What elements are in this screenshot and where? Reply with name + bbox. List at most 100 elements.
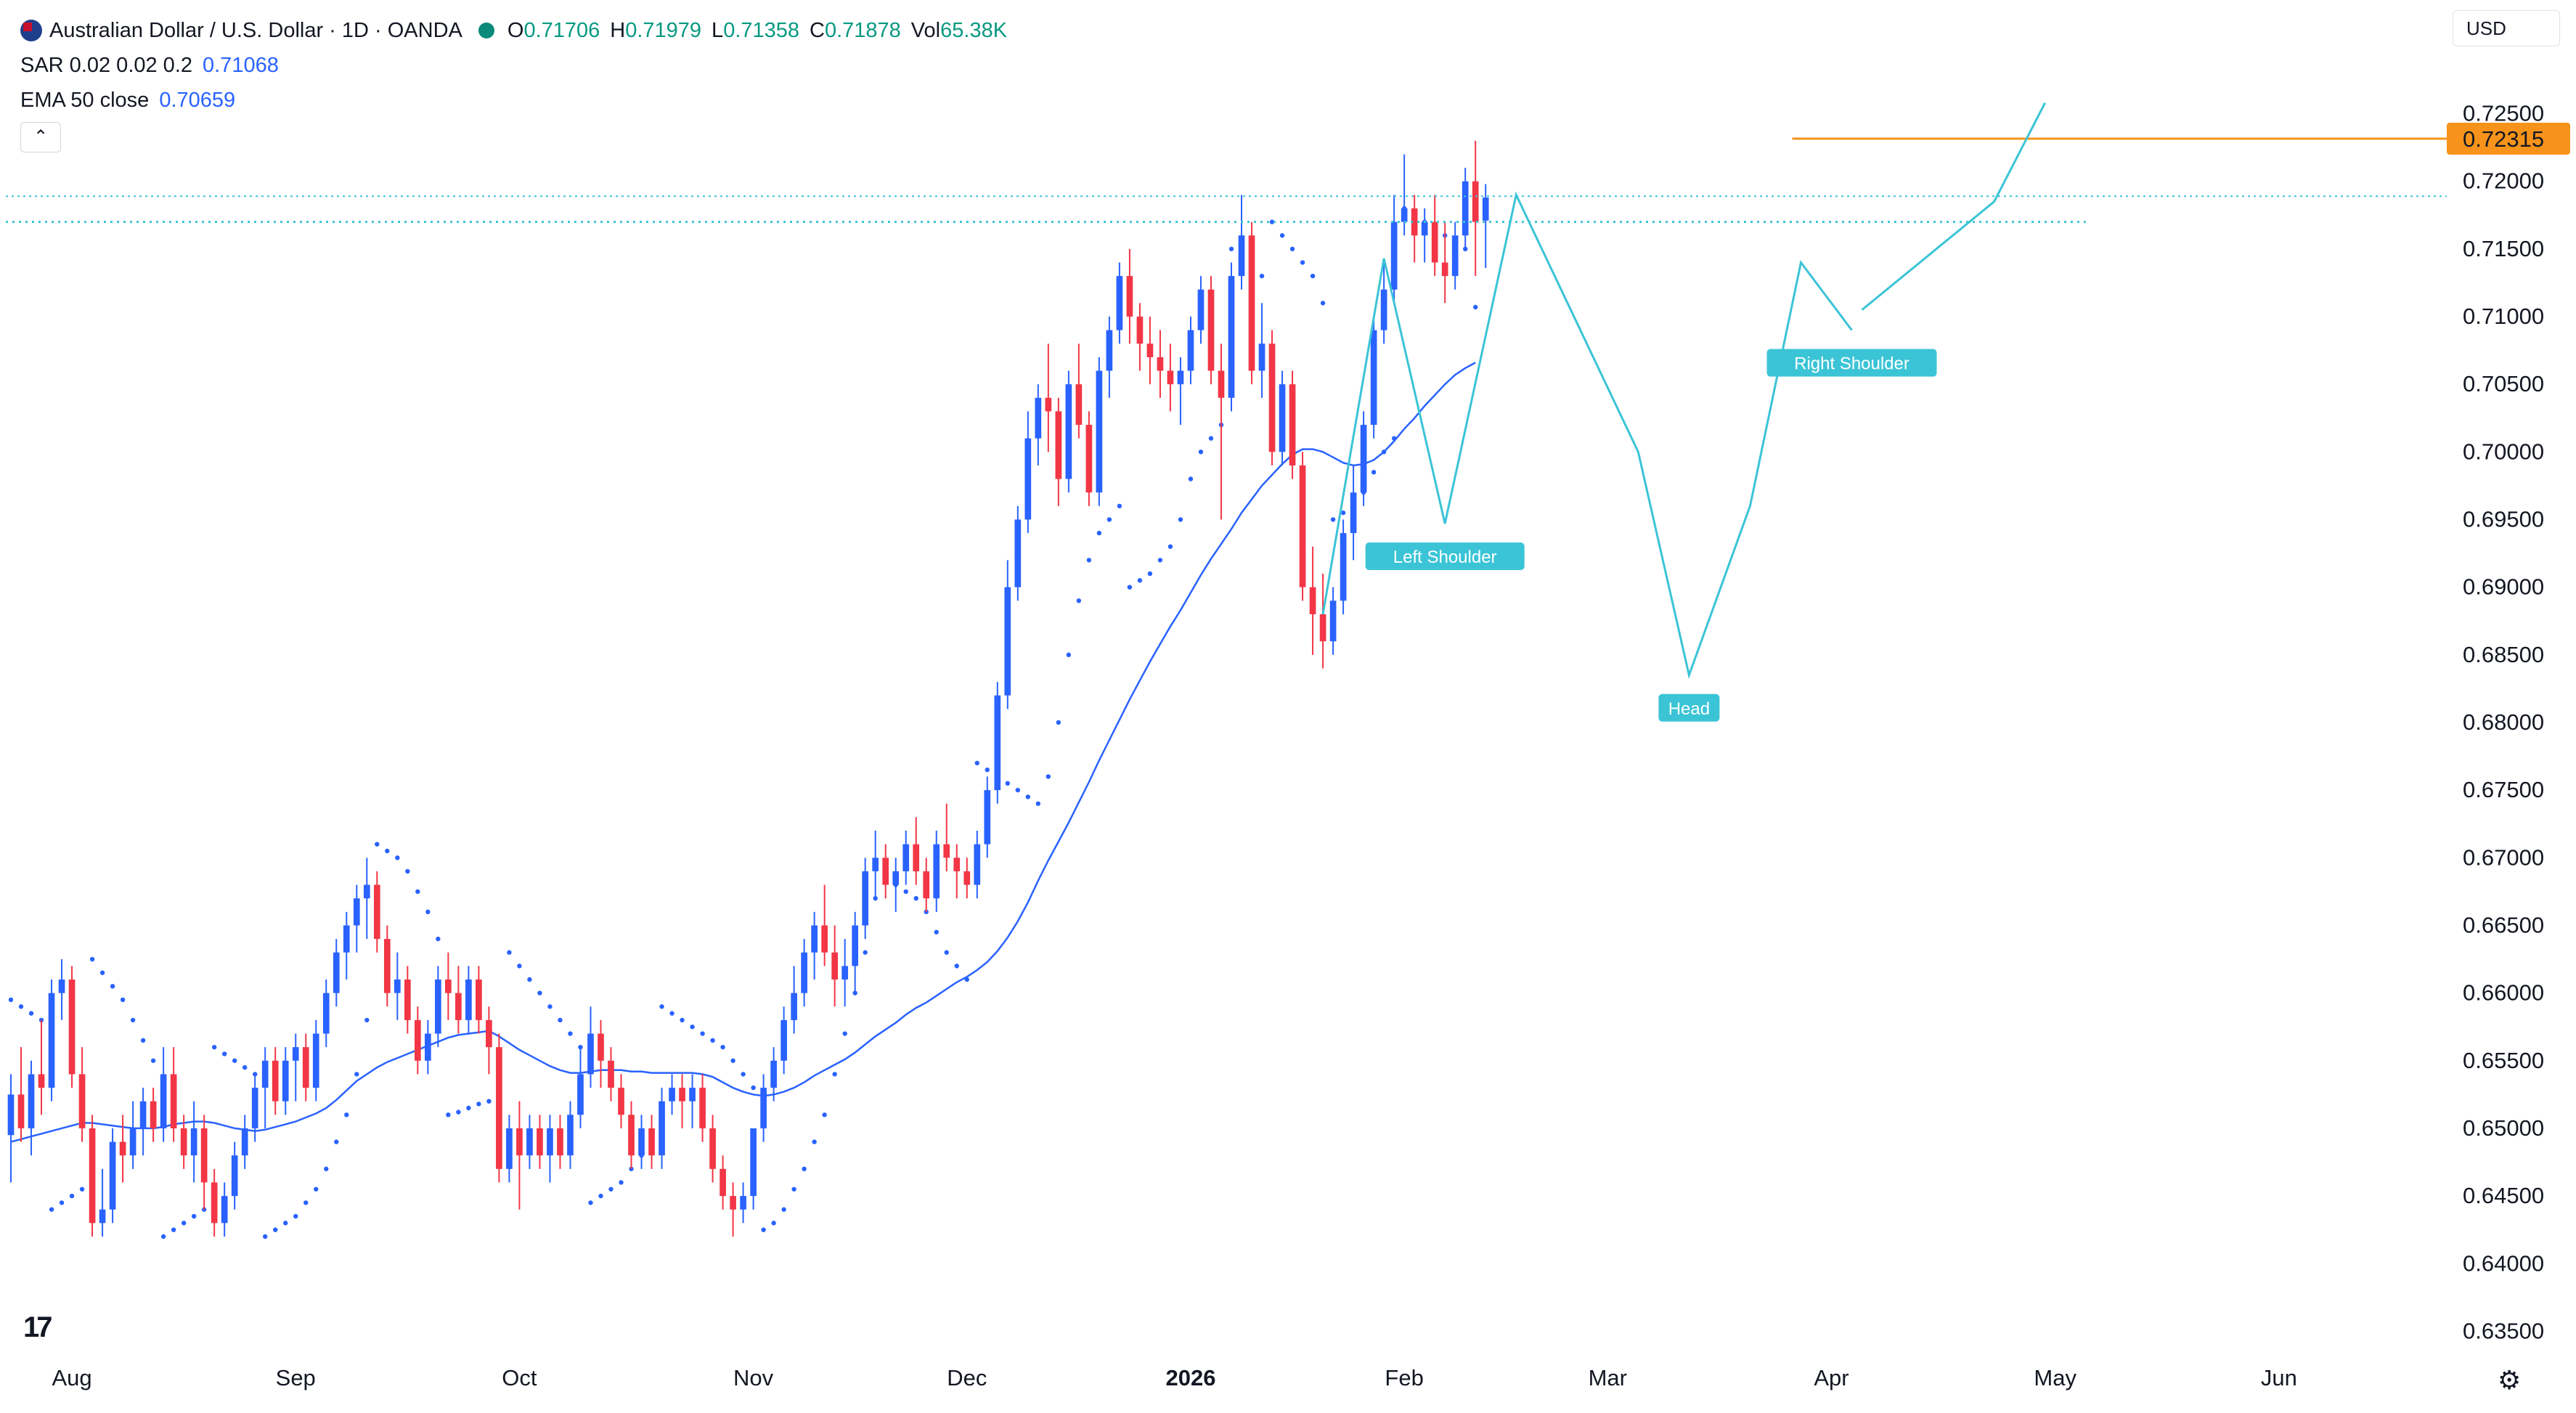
candle-body	[1157, 357, 1164, 371]
candle	[1238, 195, 1245, 290]
candle-body	[882, 858, 889, 885]
candle	[1289, 370, 1296, 479]
candle-body	[1136, 317, 1144, 344]
price-tick-label: 0.72000	[2463, 168, 2544, 194]
time-tick-label: Feb	[1385, 1365, 1423, 1390]
sar-dot	[944, 950, 949, 955]
candle	[1472, 140, 1479, 277]
candle	[994, 682, 1001, 804]
candle-body	[1462, 181, 1469, 236]
candle-body	[1309, 587, 1316, 614]
candle	[882, 844, 889, 899]
price-tick-label: 0.68000	[2463, 709, 2544, 735]
sar-layer	[8, 205, 1478, 1239]
candle-body	[831, 952, 839, 980]
candle	[618, 1074, 624, 1128]
volume-value: 65.38K	[940, 19, 1008, 42]
symbol-row[interactable]: Australian Dollar / U.S. Dollar · 1D · O…	[20, 13, 1016, 48]
sar-dot	[842, 1031, 847, 1036]
candle	[200, 1115, 208, 1210]
price-axis[interactable]: 0.72500 0.72000 0.71500 0.71000 0.70500 0.700…	[2447, 101, 2570, 1344]
candle-body	[1472, 181, 1479, 222]
sar-dot	[49, 1207, 54, 1212]
sar-dot	[171, 1227, 176, 1232]
sar-dot	[1127, 585, 1133, 590]
candle-body	[1360, 425, 1367, 493]
candle	[322, 980, 330, 1048]
collapse-legend-button[interactable]: ⌃	[20, 122, 61, 152]
sar-dot	[568, 1031, 573, 1036]
candle-body	[557, 1128, 563, 1156]
candle	[1360, 411, 1367, 506]
candle	[1451, 221, 1459, 290]
candle	[394, 952, 401, 1020]
candle	[913, 817, 920, 885]
sar-dot	[1330, 517, 1336, 522]
candle-body	[811, 925, 818, 953]
candle-body	[730, 1196, 736, 1210]
high-label: H	[610, 19, 626, 42]
ema-indicator-name[interactable]: EMA 50 close	[20, 89, 150, 112]
chevron-up-icon: ⌃	[33, 127, 49, 147]
sar-dot	[28, 1011, 34, 1016]
sar-dot	[1289, 246, 1295, 252]
candle	[1319, 574, 1326, 669]
candle-body	[180, 1128, 187, 1156]
tradingview-logo-icon[interactable]: 17	[23, 1311, 52, 1344]
candle	[963, 858, 971, 899]
sar-dot	[415, 889, 420, 895]
candle	[1187, 317, 1194, 385]
sar-dot	[985, 767, 990, 773]
time-axis[interactable]: Aug Sep Oct Nov Dec 2026 Feb Mar Apr May Jun	[52, 1365, 2296, 1390]
sar-dot	[629, 1166, 634, 1172]
candle	[1055, 397, 1062, 506]
ema50-line	[10, 362, 1476, 1143]
candle	[129, 1101, 136, 1169]
ema-indicator-row[interactable]: EMA 50 close 0.70659	[20, 83, 1016, 118]
candle	[58, 959, 65, 1020]
candle-body	[150, 1101, 157, 1128]
time-tick-label: Aug	[52, 1365, 91, 1390]
candle-body	[261, 1060, 269, 1088]
candle-body	[1421, 221, 1428, 236]
sar-indicator-row[interactable]: SAR 0.02 0.02 0.2 0.71068	[20, 48, 1016, 83]
sar-dot	[974, 760, 979, 766]
sar-dot	[324, 1166, 329, 1172]
candle	[1401, 154, 1408, 236]
sar-dot	[99, 970, 105, 975]
candle	[608, 1047, 614, 1102]
sar-dot	[1035, 801, 1041, 806]
candle-body	[1299, 465, 1306, 587]
sar-dot	[1056, 720, 1061, 725]
candle-body	[17, 1094, 25, 1128]
candle-body	[943, 844, 950, 858]
candle	[923, 858, 930, 912]
price-tick-label: 0.71000	[2463, 304, 2544, 329]
sar-dot	[1269, 219, 1275, 224]
price-tick-label: 0.68500	[2463, 642, 2544, 667]
candle-body	[933, 844, 940, 899]
gear-icon[interactable]: ⚙	[2498, 1365, 2522, 1395]
sar-dot	[1137, 578, 1143, 583]
sar-dot	[1279, 233, 1285, 238]
sar-dot	[1198, 449, 1204, 455]
candle	[730, 1182, 736, 1237]
candle	[404, 966, 411, 1034]
sar-indicator-name[interactable]: SAR 0.02 0.02 0.2	[20, 54, 192, 77]
candle	[150, 1088, 157, 1142]
sar-dot	[781, 1207, 786, 1212]
sar-dot	[130, 1017, 136, 1023]
sar-dot	[619, 1180, 624, 1185]
symbol-title[interactable]: Australian Dollar / U.S. Dollar · 1D · O…	[49, 19, 462, 42]
candle	[902, 831, 910, 885]
currency-selector[interactable]: USD	[2453, 10, 2560, 46]
sar-dot	[1300, 260, 1305, 265]
candle	[1228, 262, 1235, 412]
price-tick-label: 0.67000	[2463, 844, 2544, 870]
candle-body	[1085, 425, 1093, 493]
sar-dot	[8, 997, 14, 1003]
resistance-price-text: 0.72315	[2463, 126, 2544, 152]
candle	[841, 939, 849, 1007]
candle-body	[1075, 384, 1083, 425]
